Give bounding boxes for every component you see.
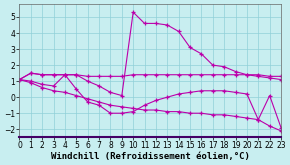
X-axis label: Windchill (Refroidissement éolien,°C): Windchill (Refroidissement éolien,°C) (51, 152, 250, 161)
